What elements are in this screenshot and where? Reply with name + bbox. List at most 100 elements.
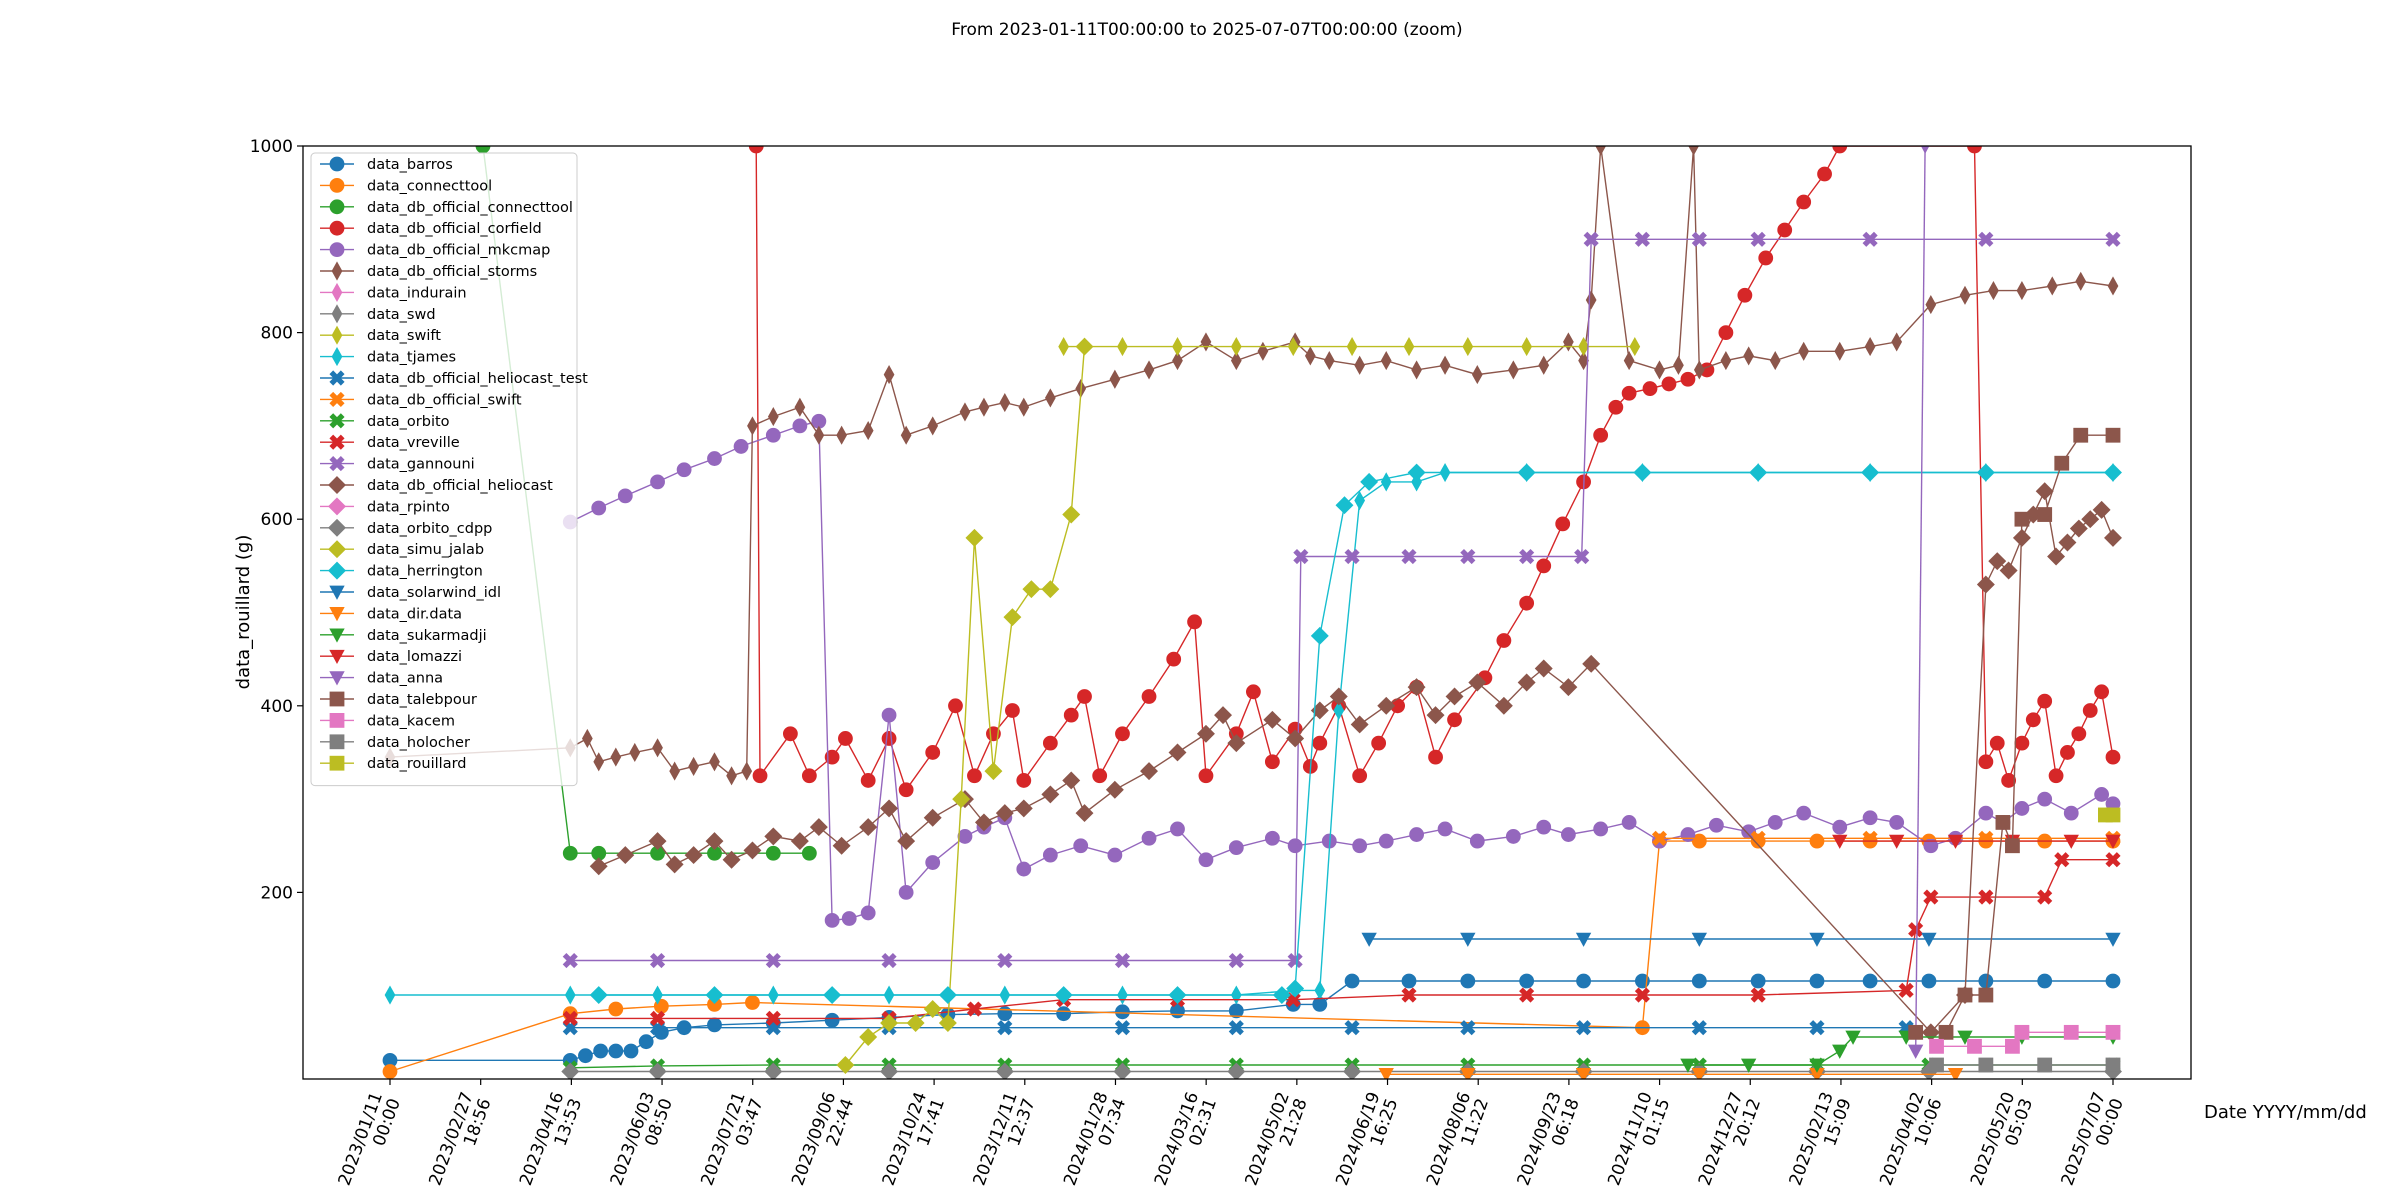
data-point <box>925 855 941 870</box>
data-point <box>836 1056 855 1074</box>
data-point <box>1978 987 1994 1003</box>
legend-label: data_rpinto <box>367 499 450 515</box>
series-data_gannouni <box>562 231 2121 969</box>
data-point <box>1041 785 1060 804</box>
data-point <box>862 420 874 441</box>
data-point <box>2063 1024 2079 1040</box>
data-point <box>2054 455 2070 471</box>
data-point <box>1834 341 1846 361</box>
data-point <box>1889 834 1905 849</box>
legend-label: data_talebpour <box>367 692 477 708</box>
data-point <box>1925 295 1937 315</box>
data-point <box>1014 799 1033 818</box>
legend-entry: data_herrington <box>320 561 483 580</box>
data-point <box>608 1043 624 1059</box>
legend-label: data_indurain <box>367 285 467 301</box>
data-point <box>2104 528 2122 547</box>
data-point <box>1575 1067 1592 1079</box>
data-point <box>881 731 897 746</box>
data-point <box>747 416 758 436</box>
data-point <box>2073 427 2089 443</box>
data-point <box>1115 726 1130 742</box>
series-data_db_official_storms <box>384 146 2119 786</box>
data-point <box>2005 1038 2020 1054</box>
data-point <box>1310 626 1329 645</box>
data-point <box>707 1017 722 1033</box>
data-point <box>2105 834 2121 849</box>
data-point <box>974 813 993 832</box>
y-tick-label: 600 <box>261 510 293 530</box>
data-point <box>957 829 973 844</box>
series-data_swift <box>1058 337 1641 357</box>
data-point <box>1576 1020 1592 1036</box>
data-point <box>794 397 806 417</box>
data-point <box>1688 146 1699 156</box>
series-data_db_official_heliocast_test <box>562 1020 1914 1036</box>
data-point <box>1335 496 1354 515</box>
data-point <box>1468 673 1487 692</box>
legend: data_barros data_connecttool data_db_offic… <box>310 152 588 787</box>
data-point <box>2063 834 2079 849</box>
data-point <box>1555 516 1571 532</box>
legend-entry: data_db_official_heliocast_test <box>320 370 588 387</box>
y-tick-label: 1000 <box>250 137 293 157</box>
data-point <box>1042 735 1058 751</box>
legend-entry: data_gannouni <box>320 456 475 473</box>
data-point <box>1401 987 1417 1003</box>
data-point <box>2105 749 2121 765</box>
data-point <box>1168 986 1187 1004</box>
legend-entry: data_solarwind_idl <box>320 585 501 601</box>
data-point <box>1680 1058 1696 1073</box>
data-point <box>1575 932 1592 947</box>
data-point <box>1058 337 1069 357</box>
data-point <box>748 146 764 154</box>
data-point <box>1428 749 1443 765</box>
data-point <box>2105 807 2121 823</box>
legend-entry: data_db_official_swift <box>320 391 522 408</box>
data-point <box>1832 834 1848 849</box>
data-point <box>2105 1057 2121 1073</box>
legend-marker <box>329 434 345 450</box>
data-point <box>1003 608 1022 627</box>
data-point <box>1117 337 1128 357</box>
data-point <box>859 1028 878 1046</box>
data-point <box>765 952 781 969</box>
data-point <box>1407 678 1426 697</box>
data-point <box>1777 222 1793 238</box>
data-point <box>1073 838 1089 854</box>
legend-label: data_barros <box>367 157 453 173</box>
data-point <box>638 1034 654 1050</box>
data-point <box>2104 463 2122 482</box>
data-point <box>1796 805 1812 821</box>
data-point <box>2107 276 2119 296</box>
data-point <box>684 846 703 865</box>
data-point <box>1170 821 1185 837</box>
data-point <box>1967 1038 1982 1054</box>
legend-label: data_gannouni <box>367 457 475 473</box>
data-point <box>1168 743 1187 762</box>
legend-marker <box>329 456 345 472</box>
data-point <box>1352 838 1368 854</box>
series-line-data_herrington <box>598 471 2113 996</box>
legend-entry: data_kacem <box>320 713 455 729</box>
legend-entry: data_db_official_connecttool <box>320 199 573 216</box>
legend-label: data_db_official_swift <box>367 392 522 408</box>
data-point <box>2105 427 2121 443</box>
data-point <box>1921 932 1937 947</box>
data-point <box>1378 1067 1394 1079</box>
legend-marker <box>329 734 345 750</box>
data-point <box>1534 659 1553 678</box>
series-data_kacem <box>1929 1024 2121 1054</box>
data-point <box>1593 821 1609 837</box>
legend-entry: data_lomazzi <box>320 649 462 665</box>
data-point <box>978 397 990 417</box>
data-point <box>1245 684 1261 700</box>
data-point <box>1343 1062 1362 1079</box>
data-point <box>927 416 939 436</box>
data-point <box>1621 385 1637 401</box>
data-point <box>2063 805 2079 821</box>
data-point <box>2037 507 2053 522</box>
data-point <box>765 427 781 443</box>
legend-entry: data_db_official_corfield <box>320 220 542 237</box>
